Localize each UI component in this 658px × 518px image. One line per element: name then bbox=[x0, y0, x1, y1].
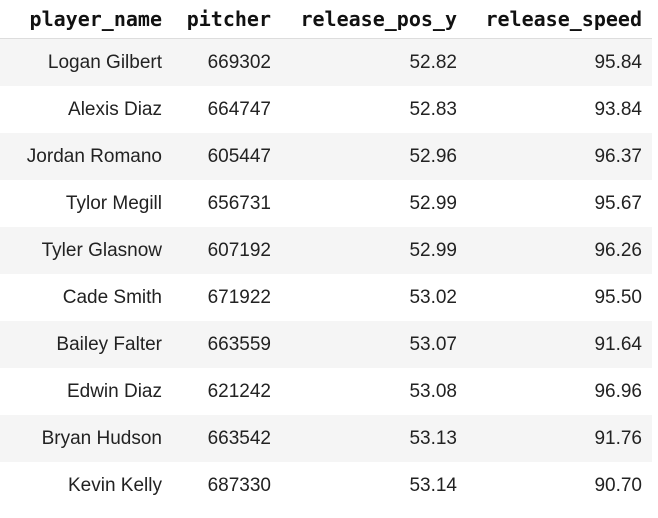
column-header: pitcher bbox=[172, 0, 281, 39]
table-row: Alexis Diaz 664747 52.83 93.84 bbox=[0, 86, 652, 133]
table-cell: Edwin Diaz bbox=[66, 380, 162, 402]
table-row: Bryan Hudson 663542 53.13 91.76 bbox=[0, 415, 652, 462]
table-cell: 95.67 bbox=[594, 192, 642, 214]
table-header: player_name pitcher release_pos_y release_s… bbox=[0, 0, 652, 39]
table-row: Tylor Megill 656731 52.99 95.67 bbox=[0, 180, 652, 227]
table-cell: 52.99 bbox=[409, 192, 457, 214]
table-cell: 52.83 bbox=[409, 98, 457, 120]
table-cell: 96.26 bbox=[594, 239, 642, 261]
table-cell: Alexis Diaz bbox=[68, 98, 162, 120]
table-cell: 96.96 bbox=[594, 380, 642, 402]
table-cell: 656731 bbox=[207, 192, 271, 214]
table-cell: 53.14 bbox=[409, 474, 457, 496]
table-row: Tyler Glasnow 607192 52.99 96.26 bbox=[0, 227, 652, 274]
table-cell: 93.84 bbox=[594, 98, 642, 120]
table-cell: 53.07 bbox=[409, 333, 457, 355]
table-cell: 96.37 bbox=[594, 145, 642, 167]
column-header: player_name bbox=[0, 0, 172, 39]
table-cell: Logan Gilbert bbox=[47, 51, 162, 73]
table-row: Edwin Diaz 621242 53.08 96.96 bbox=[0, 368, 652, 415]
table-cell: 687330 bbox=[207, 474, 271, 496]
table-cell: Tylor Megill bbox=[65, 192, 162, 214]
table-cell: 663542 bbox=[207, 427, 271, 449]
table-cell: 52.99 bbox=[409, 239, 457, 261]
table-cell: 607192 bbox=[207, 239, 271, 261]
table-cell: Bailey Falter bbox=[56, 333, 162, 355]
table-cell: 53.13 bbox=[409, 427, 457, 449]
table-cell: 52.82 bbox=[409, 51, 457, 73]
table-body: Logan Gilbert 669302 52.82 95.84 Alexis Diaz… bbox=[0, 38, 652, 510]
table-row: Logan Gilbert 669302 52.82 95.84 bbox=[0, 38, 652, 86]
table-cell: Jordan Romano bbox=[26, 145, 162, 167]
table-cell: 91.76 bbox=[594, 427, 642, 449]
table-row: Bailey Falter 663559 53.07 91.64 bbox=[0, 321, 652, 368]
table-cell: 95.50 bbox=[594, 286, 642, 308]
table-cell: 669302 bbox=[207, 51, 271, 73]
table-cell: Bryan Hudson bbox=[41, 427, 162, 449]
table-row: Kevin Kelly 687330 53.14 90.70 bbox=[0, 462, 652, 509]
table-cell: 91.64 bbox=[594, 333, 642, 355]
table-cell: Kevin Kelly bbox=[68, 474, 162, 496]
table-cell: Cade Smith bbox=[62, 286, 162, 308]
table-cell: 52.96 bbox=[409, 145, 457, 167]
table-cell: 663559 bbox=[207, 333, 271, 355]
column-header: release_speed bbox=[467, 0, 652, 39]
data-table: player_name pitcher release_pos_y release_s… bbox=[0, 0, 652, 510]
table-cell: 605447 bbox=[207, 145, 271, 167]
table-cell: 95.84 bbox=[594, 51, 642, 73]
header-row: player_name pitcher release_pos_y release_s… bbox=[0, 0, 652, 39]
table-cell: 90.70 bbox=[594, 474, 642, 496]
table-cell: Tyler Glasnow bbox=[41, 239, 162, 261]
table-cell: 664747 bbox=[207, 98, 271, 120]
table-cell: 53.08 bbox=[409, 380, 457, 402]
table-cell: 621242 bbox=[207, 380, 271, 402]
column-header: release_pos_y bbox=[281, 0, 467, 39]
table-row: Cade Smith 671922 53.02 95.50 bbox=[0, 274, 652, 321]
table-row: Jordan Romano 605447 52.96 96.37 bbox=[0, 133, 652, 180]
table-cell: 53.02 bbox=[409, 286, 457, 308]
table-cell: 671922 bbox=[207, 286, 271, 308]
